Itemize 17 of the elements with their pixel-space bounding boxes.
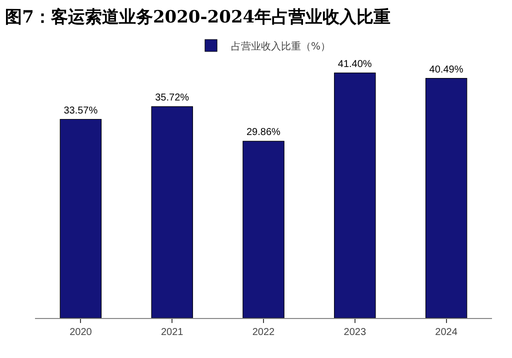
x-tick-label: 2022 bbox=[252, 327, 276, 338]
data-label: 41.40% bbox=[338, 58, 372, 70]
chart-title: 图7：客运索道业务2020-2024年占营业收入比重 bbox=[5, 8, 391, 28]
bar bbox=[334, 72, 376, 318]
data-label: 35.72% bbox=[155, 92, 190, 104]
x-tick-label: 2024 bbox=[435, 327, 458, 338]
x-tick-label: 2023 bbox=[344, 327, 366, 338]
data-label: 29.86% bbox=[246, 127, 281, 138]
legend-label: 占营业收入比重（%） bbox=[231, 40, 331, 52]
x-tick-label: 2021 bbox=[160, 327, 184, 338]
bar bbox=[242, 140, 284, 318]
bar bbox=[425, 78, 468, 318]
data-label: 40.49% bbox=[429, 64, 464, 76]
bar bbox=[151, 106, 193, 318]
x-tick-label: 2020 bbox=[70, 327, 92, 338]
bar bbox=[60, 118, 102, 318]
data-label: 33.57% bbox=[64, 105, 98, 116]
